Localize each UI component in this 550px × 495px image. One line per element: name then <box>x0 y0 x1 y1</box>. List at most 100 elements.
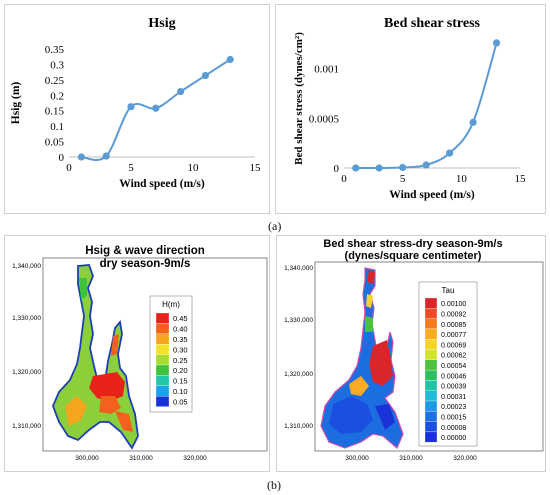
chart1-point-2 <box>127 103 135 111</box>
map1-legend-title: H(m) <box>162 300 180 309</box>
hsig-line-chart: Hsig 0 5 10 15 0 0.05 0.1 0.15 0.2 0.25 0.3 0.35 Wind… <box>10 16 262 190</box>
hsig-map-panel: Hsig & wave direction dry season-9m/s H(… <box>4 235 270 472</box>
map1-legend-label-4: 0.25 <box>173 356 188 365</box>
map2-estuary-shape <box>320 267 404 449</box>
map2-legend-entries: 0.00100 0.00092 0.00085 0.00077 0.00069 0.000… <box>424 297 466 443</box>
map2-frame <box>314 261 544 452</box>
bed-shear-chart-panel: Bed shear stress 0 5 10 15 0 0.0005 0.001 Wind s… <box>275 4 546 214</box>
map2-legend-swatch-2 <box>424 318 438 330</box>
map2-legend-label-10: 0.00023 <box>441 404 466 411</box>
chart1-ytick-0: 0 <box>59 152 65 164</box>
chart1-point-4 <box>177 87 185 96</box>
chart1-point-5 <box>201 71 209 80</box>
chart2-point-0 <box>352 164 360 172</box>
map2-legend-swatch-9 <box>424 390 438 402</box>
map2-legend-swatch-3 <box>424 328 438 340</box>
chart2-point-1 <box>375 164 383 172</box>
hsig-chart-panel: Hsig 0 5 10 15 0 0.05 0.1 0.15 0.2 0.25 0.3 0.35 Wind… <box>4 4 270 214</box>
chart1-xtick-2: 10 <box>188 162 200 174</box>
map1-legend-swatch-6 <box>155 375 170 386</box>
subfigure-label-a: (a) <box>268 219 282 233</box>
map2-legend-label-4: 0.00069 <box>441 342 466 349</box>
chart1-ytick-5: 0.25 <box>45 75 65 87</box>
chart2-xtick-0: 0 <box>341 173 347 185</box>
map2-xtick-2: 320,000 <box>453 455 477 462</box>
map1-legend-swatch-2 <box>155 333 170 345</box>
map2-legend-label-11: 0.00015 <box>441 414 466 421</box>
chart2-xlabel: Wind speed (m/s) <box>389 189 475 201</box>
map1-legend-swatch-0 <box>155 312 170 324</box>
chart2-title: Bed shear stress <box>384 16 480 31</box>
chart1-ytick-1: 0.05 <box>45 137 65 149</box>
map2-legend-label-9: 0.00031 <box>441 394 466 401</box>
map2-xtick-1: 310,000 <box>399 455 423 462</box>
hsig-map: Hsig & wave direction dry season-9m/s H(… <box>12 245 268 462</box>
map1-ytick-2: 1,320,000 <box>12 369 41 376</box>
map2-legend-swatch-12 <box>424 421 438 433</box>
chart1-ytick-4: 0.2 <box>50 90 64 102</box>
map2-legend-label-6: 0.00054 <box>441 363 466 370</box>
chart1-xtick-0: 0 <box>66 162 72 174</box>
chart1-ytick-7: 0.35 <box>45 44 65 56</box>
chart2-point-4 <box>446 149 454 157</box>
map1-legend-swatch-5 <box>155 364 170 376</box>
map1-legend-label-0: 0.45 <box>173 314 188 323</box>
chart1-xtick-1: 5 <box>128 162 134 174</box>
map1-frame <box>42 257 268 452</box>
map2-legend-label-3: 0.00077 <box>441 332 466 339</box>
map1-legend-label-6: 0.15 <box>173 377 188 386</box>
chart1-ytick-3: 0.15 <box>45 106 65 118</box>
map1-xtick-2: 320,000 <box>183 455 207 462</box>
map1-legend-swatch-3 <box>155 344 170 355</box>
bed-shear-map: Bed shear stress-dry season-9m/s (dynes/… <box>284 238 544 462</box>
map2-title: Bed shear stress-dry season-9m/s <box>323 238 502 250</box>
chart2-ytick-1: 0.0005 <box>309 113 340 125</box>
map2-legend-label-0: 0.00100 <box>441 301 466 308</box>
chart1-point-0 <box>77 153 85 161</box>
chart1-title: Hsig <box>148 16 175 31</box>
chart2-point-5 <box>469 118 477 126</box>
map2-ytick-0: 1,340,000 <box>284 265 313 272</box>
map2-legend-swatch-1 <box>424 308 438 319</box>
map1-ytick-1: 1,330,000 <box>12 315 41 322</box>
map2-legend-label-7: 0.00046 <box>441 373 466 380</box>
map2-legend-swatch-11 <box>424 411 438 422</box>
map1-legend-label-3: 0.30 <box>173 345 188 354</box>
map1-subtitle: dry season-9m/s <box>100 258 191 270</box>
map2-legend-label-13: 0.00000 <box>441 435 466 442</box>
chart2-ytick-2: 0.001 <box>314 64 339 76</box>
map2-legend-label-2: 0.00085 <box>441 322 466 329</box>
map2-subtitle: (dynes/square centimeter) <box>345 250 482 262</box>
subfigure-label-b: (b) <box>267 478 281 492</box>
map2-ytick-1: 1,330,000 <box>284 317 313 324</box>
chart2-point-3 <box>422 161 430 169</box>
map2-legend-label-1: 0.00092 <box>441 311 466 318</box>
bed-shear-line-chart: Bed shear stress 0 5 10 15 0 0.0005 0.001 Wind s… <box>293 16 527 201</box>
map1-title: Hsig & wave direction <box>85 245 205 257</box>
chart2-xtick-3: 15 <box>515 173 527 185</box>
chart1-point-3 <box>152 104 160 112</box>
chart2-ylabel: Bed shear stress (dynes/cm²) <box>293 32 305 165</box>
map1-legend-swatch-4 <box>155 354 170 366</box>
map1-legend-label-8: 0.05 <box>173 397 188 406</box>
map2-legend-swatch-6 <box>424 359 438 371</box>
chart2-ytick-0: 0 <box>334 163 340 175</box>
map1-xtick-1: 310,000 <box>129 455 153 462</box>
map1-ytick-0: 1,340,000 <box>12 263 41 270</box>
map1-ytick-3: 1,310,000 <box>12 423 41 430</box>
chart2-series-line <box>355 42 498 170</box>
map2-legend-swatch-10 <box>424 400 438 412</box>
chart1-xtick-3: 15 <box>250 162 262 174</box>
map2-legend-swatch-4 <box>424 339 438 350</box>
map2-legend-label-8: 0.00039 <box>441 384 466 391</box>
chart2-point-6 <box>492 39 501 47</box>
map2-xtick-0: 300,000 <box>345 455 369 462</box>
map1-legend-swatch-1 <box>155 323 170 334</box>
chart2-xtick-2: 10 <box>456 173 468 185</box>
map2-ytick-2: 1,320,000 <box>284 371 313 378</box>
map2-legend-label-12: 0.00008 <box>441 425 466 432</box>
chart1-ytick-2: 0.1 <box>50 121 64 133</box>
map1-estuary-shape <box>52 264 139 450</box>
chart2-xtick-1: 5 <box>400 173 406 185</box>
map1-xtick-0: 300,000 <box>75 455 99 462</box>
